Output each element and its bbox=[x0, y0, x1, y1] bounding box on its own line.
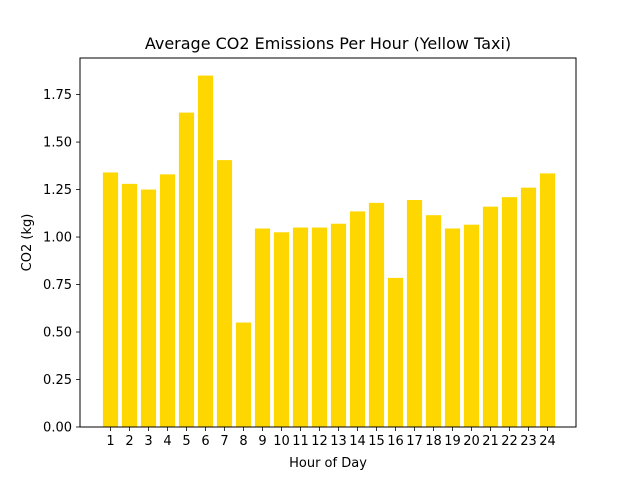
bar-hour-20 bbox=[463, 224, 480, 427]
x-tick-label: 9 bbox=[258, 434, 266, 449]
x-tick-label: 14 bbox=[349, 434, 366, 449]
y-tick-label: 0.00 bbox=[43, 421, 72, 436]
bar-hour-6 bbox=[197, 75, 214, 427]
bar-hour-24 bbox=[539, 173, 556, 427]
x-tick-label: 22 bbox=[501, 434, 518, 449]
bar-hour-2 bbox=[121, 183, 138, 427]
x-tick-label: 19 bbox=[444, 434, 461, 449]
x-tick-label: 17 bbox=[406, 434, 423, 449]
x-tick-label: 4 bbox=[163, 434, 171, 449]
y-tick-label: 1.00 bbox=[43, 231, 72, 246]
x-tick-label: 3 bbox=[144, 434, 152, 449]
x-tick-label: 11 bbox=[292, 434, 309, 449]
plot-frame bbox=[79, 57, 577, 428]
bar-hour-5 bbox=[178, 112, 195, 428]
bar-hour-13 bbox=[330, 223, 347, 427]
x-tick-label: 5 bbox=[182, 434, 190, 449]
x-tick-label: 10 bbox=[273, 434, 290, 449]
chart-title: Average CO2 Emissions Per Hour (Yellow T… bbox=[145, 34, 511, 53]
bar-hour-8 bbox=[235, 322, 252, 427]
y-tick-label: 1.25 bbox=[43, 183, 72, 198]
y-tick-label: 0.75 bbox=[43, 278, 72, 293]
x-tick-label: 8 bbox=[239, 434, 247, 449]
bar-hour-1 bbox=[102, 172, 119, 427]
x-tick-label: 21 bbox=[482, 434, 499, 449]
y-tick-label: 1.75 bbox=[43, 88, 72, 103]
bar-hour-17 bbox=[406, 200, 423, 427]
bar-hour-16 bbox=[387, 277, 404, 427]
bar-hour-15 bbox=[368, 202, 385, 427]
x-tick-label: 13 bbox=[330, 434, 347, 449]
x-tick-label: 24 bbox=[539, 434, 556, 449]
bar-hour-7 bbox=[216, 160, 233, 427]
bars-group bbox=[102, 75, 556, 428]
bar-hour-11 bbox=[292, 227, 309, 427]
x-tick-label: 15 bbox=[368, 434, 385, 449]
y-tick-label: 0.50 bbox=[43, 326, 72, 341]
y-tick-label: 1.50 bbox=[43, 136, 72, 151]
x-tick-label: 2 bbox=[125, 434, 133, 449]
x-tick-label: 12 bbox=[311, 434, 328, 449]
bar-hour-10 bbox=[273, 232, 290, 427]
bar-hour-22 bbox=[501, 197, 518, 427]
x-axis-label: Hour of Day bbox=[289, 456, 367, 471]
bar-hour-18 bbox=[425, 215, 442, 427]
bar-hour-4 bbox=[159, 174, 176, 427]
x-tick-label: 20 bbox=[463, 434, 480, 449]
y-axis-label: CO2 (kg) bbox=[20, 214, 35, 272]
bar-hour-14 bbox=[349, 211, 366, 427]
x-tick-label: 1 bbox=[106, 434, 114, 449]
bar-hour-9 bbox=[254, 228, 271, 427]
bar-hour-21 bbox=[482, 206, 499, 427]
y-tick-label: 0.25 bbox=[43, 373, 72, 388]
bar-hour-19 bbox=[444, 228, 461, 427]
bar-hour-12 bbox=[311, 227, 328, 427]
x-tick-label: 23 bbox=[520, 434, 537, 449]
x-tick-label: 7 bbox=[220, 434, 228, 449]
x-axis-ticks: 1 2 3 4 5 6 7 8 9 10 11 12 13 14 15 16 17 18 19 20 21 22 23 24 bbox=[106, 427, 556, 449]
y-axis-ticks: 0.00 0.25 0.50 0.75 1.00 1.25 1.50 1.75 bbox=[43, 88, 80, 436]
bar-hour-23 bbox=[520, 187, 537, 427]
x-tick-label: 18 bbox=[425, 434, 442, 449]
x-tick-label: 6 bbox=[201, 434, 209, 449]
bar-hour-3 bbox=[140, 189, 157, 427]
x-tick-label: 16 bbox=[387, 434, 404, 449]
